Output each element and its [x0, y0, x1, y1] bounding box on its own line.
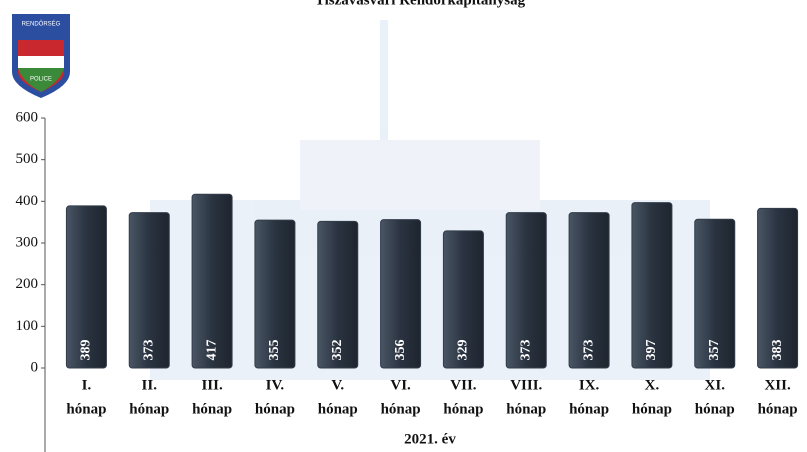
- background-building: [150, 20, 710, 380]
- bar: [191, 193, 233, 369]
- x-tick-label: IX.: [579, 377, 600, 393]
- x-tick-label: III.: [201, 377, 223, 393]
- bar: [380, 219, 422, 369]
- value-label: 389: [79, 340, 94, 361]
- bar: [505, 212, 547, 369]
- x-axis-label: 2021. év: [404, 431, 456, 447]
- value-label: 373: [518, 340, 533, 361]
- x-tick-label: hónap: [66, 401, 106, 417]
- y-tick-label: 100: [16, 318, 39, 334]
- x-tick-label: V.: [331, 377, 344, 393]
- y-tick-label: 200: [16, 276, 39, 292]
- x-tick-label: I.: [82, 377, 92, 393]
- y-tick-label: 400: [16, 193, 39, 209]
- y-tick-label: 300: [16, 234, 39, 250]
- x-tick-label: hónap: [632, 401, 672, 417]
- bar: [568, 212, 610, 369]
- logo-text: POLICE: [30, 77, 52, 83]
- logo-text: RENDŐRSÉG: [22, 21, 61, 28]
- x-tick-label: hónap: [443, 401, 483, 417]
- value-label: 383: [770, 340, 785, 361]
- value-label: 329: [456, 340, 471, 361]
- y-tick-label: 0: [31, 359, 39, 375]
- x-tick-label: VII.: [450, 377, 477, 393]
- bar: [442, 230, 484, 369]
- x-tick-label: IV.: [266, 377, 285, 393]
- value-label: 357: [707, 340, 722, 361]
- bar: [65, 205, 107, 369]
- value-label: 373: [141, 340, 156, 361]
- x-tick-label: hónap: [255, 401, 295, 417]
- x-tick-label: hónap: [506, 401, 546, 417]
- value-label: 356: [393, 340, 408, 361]
- x-tick-label: hónap: [192, 401, 232, 417]
- y-tick-label: 600: [16, 109, 39, 125]
- x-tick-label: hónap: [318, 401, 358, 417]
- bar: [694, 218, 736, 369]
- x-tick-label: hónap: [129, 401, 169, 417]
- x-tick-label: hónap: [381, 401, 421, 417]
- value-label: 352: [330, 340, 345, 361]
- y-tick-label: 500: [16, 151, 39, 167]
- x-tick-label: hónap: [569, 401, 609, 417]
- x-tick-label: hónap: [695, 401, 735, 417]
- value-label: 373: [581, 340, 596, 361]
- value-label: 417: [204, 340, 219, 361]
- x-tick-label: X.: [645, 377, 660, 393]
- x-tick-label: hónap: [758, 401, 798, 417]
- bar: [254, 219, 296, 369]
- bar: [757, 207, 799, 369]
- x-tick-label: VI.: [390, 377, 411, 393]
- x-tick-label: XI.: [705, 377, 726, 393]
- bar: [128, 212, 170, 369]
- chart-title: Tiszavasvári Rendőrkapitányság: [315, 0, 526, 8]
- bar: [631, 202, 673, 369]
- logo: RENDŐRSÉG POLICE: [12, 14, 70, 98]
- x-tick-label: VIII.: [510, 377, 542, 393]
- x-tick-label: XII.: [764, 377, 791, 393]
- value-label: 355: [267, 340, 282, 361]
- bar: [317, 220, 359, 369]
- value-label: 397: [644, 340, 659, 361]
- x-tick-label: II.: [142, 377, 158, 393]
